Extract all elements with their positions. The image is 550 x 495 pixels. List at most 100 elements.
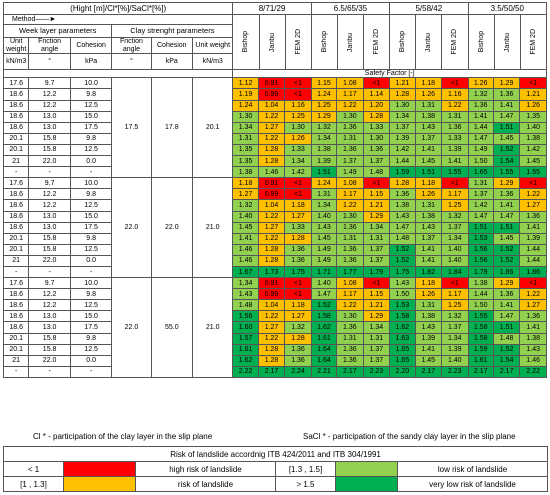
weak-unit-weight: 18.6 (2, 310, 30, 323)
safety-factor-cell: 1.43 (519, 343, 547, 356)
safety-factor-cell: 1.29 (362, 310, 391, 323)
safety-factor-cell: 1.39 (414, 332, 442, 345)
weak-friction: 13.0 (28, 221, 71, 234)
safety-factor-cell: 1.32 (441, 310, 469, 323)
safety-factor-cell: 1.17 (336, 288, 364, 301)
weak-unit-weight: 18.6 (2, 110, 30, 123)
safety-factor-cell: 1.36 (336, 221, 364, 234)
safety-factor-cell: 1.38 (519, 332, 547, 345)
sf-spacer (2, 69, 234, 79)
safety-factor-cell: <1 (519, 77, 547, 90)
config-header-4: 3.5/50/50 (467, 2, 547, 15)
col-unit-weight: Unit weight (2, 36, 30, 55)
config-header-2: 6.5/65/35 (310, 2, 391, 15)
safety-factor-cell: 1.60 (232, 321, 259, 334)
safety-factor-label: Safety Factor [-] (232, 69, 547, 79)
safety-factor-cell: <1 (519, 277, 547, 290)
weak-cohesion: 12.5 (69, 99, 113, 112)
table-row: 18.6 13.0 15.0 1.40 1.22 1.27 1.40 1.30 1.29 1.43… (2, 210, 547, 223)
safety-factor-cell: 1.40 (232, 210, 259, 223)
method-label-bishop: Bishop (242, 31, 250, 53)
safety-factor-cell: 1.57 (232, 332, 259, 345)
table-row: 21 22.0 0.0 1.62 1.28 1.36 1.64 1.36 1.37 1.65 1.4… (2, 354, 547, 367)
safety-factor-cell: 1.56 (467, 243, 494, 256)
safety-factor-cell: 1.48 (492, 332, 521, 345)
safety-factor-cell: 1.31 (441, 110, 469, 123)
safety-factor-cell: 1.15 (362, 188, 391, 201)
safety-factor-cell: 1.38 (414, 310, 442, 323)
safety-factor-cell: 1.30 (336, 310, 364, 323)
weak-cohesion: 0.0 (69, 354, 113, 367)
safety-factor-cell: 1.33 (284, 221, 312, 234)
safety-factor-cell: 1.29 (362, 210, 391, 223)
safety-factor-cell: 1.34 (310, 132, 338, 145)
safety-factor-cell: 1.34 (284, 155, 312, 168)
weak-friction: 15.8 (28, 243, 71, 256)
safety-factor-cell: 1.41 (414, 254, 442, 267)
safety-factor-cell: 1.25 (284, 110, 312, 123)
safety-factor-cell: 1.36 (336, 321, 364, 334)
safety-factor-cell: 1.67 (232, 265, 259, 279)
safety-factor-cell: 1.36 (284, 243, 312, 256)
safety-factor-cell: 1.61 (232, 343, 259, 356)
safety-factor-cell: 1.08 (336, 77, 364, 90)
safety-factor-cell: 2.17 (467, 365, 494, 378)
weak-cohesion: 10.0 (69, 277, 113, 290)
safety-factor-cell: 1.31 (232, 132, 259, 145)
safety-factor-cell: 1.51 (492, 321, 521, 334)
safety-factor-cell: 1.04 (257, 199, 286, 212)
safety-factor-cell: 1.47 (492, 310, 521, 323)
weak-unit-weight: - (2, 265, 30, 279)
safety-factor-cell: 1.52 (492, 243, 521, 256)
safety-factor-cell: 1.37 (414, 232, 442, 245)
safety-factor-cell: 1.41 (232, 232, 259, 245)
config-header-3: 5/58/42 (389, 2, 469, 15)
safety-factor-cell: 1.53 (389, 299, 416, 312)
safety-factor-cell: 1.27 (284, 210, 312, 223)
safety-factor-cell: 1.16 (441, 88, 469, 101)
safety-factor-cell: 1.15 (362, 288, 391, 301)
weak-unit-weight: 18.6 (2, 199, 30, 212)
safety-factor-cell: 1.40 (441, 354, 469, 367)
safety-factor-cell: 1.28 (257, 155, 286, 168)
legend-range: [1 , 1.3] (3, 476, 64, 492)
weak-cohesion: 9.8 (69, 288, 113, 301)
safety-factor-cell: 1.49 (310, 254, 338, 267)
safety-factor-cell: <1 (284, 177, 312, 190)
weak-unit-weight: 20.1 (2, 343, 30, 356)
safety-factor-cell: 1.22 (257, 110, 286, 123)
unit-degree-clay: ° (111, 53, 152, 71)
safety-factor-cell: 0.99 (257, 288, 286, 301)
safety-factor-cell: 1.31 (336, 232, 364, 245)
weak-cohesion: 12.5 (69, 243, 113, 256)
safety-factor-cell: 1.73 (257, 265, 286, 279)
safety-factor-cell: 1.18 (232, 177, 259, 190)
safety-factor-cell: 1.43 (389, 277, 416, 290)
weak-cohesion: - (69, 166, 113, 179)
safety-factor-cell: 1.37 (362, 343, 391, 356)
safety-factor-cell: 1.36 (467, 99, 494, 112)
safety-factor-cell: 1.36 (284, 254, 312, 267)
safety-factor-cell: 1.28 (257, 143, 286, 157)
table-row: 17.6 9.7 10.0 17.5 17.8 20.1 1.12 0.91 <1 1.15 1.0… (2, 77, 547, 179)
safety-factor-cell: 1.28 (389, 177, 416, 190)
safety-factor-cell: 1.51 (492, 221, 521, 234)
safety-factor-cell: 1.46 (519, 354, 547, 367)
safety-factor-cell: 1.53 (467, 232, 494, 245)
safety-factor-cell: 1.28 (257, 243, 286, 256)
safety-factor-cell: 1.28 (284, 232, 312, 245)
weak-friction: 12.2 (28, 88, 71, 101)
weak-friction: 13.0 (28, 121, 71, 134)
safety-factor-cell: 1.58 (467, 332, 494, 345)
weak-cohesion: 9.8 (69, 88, 113, 101)
safety-factor-cell: <1 (362, 277, 391, 290)
safety-factor-cell: 1.27 (257, 321, 286, 334)
legend-swatch-red (63, 461, 136, 477)
safety-factor-cell: 1.41 (492, 299, 521, 312)
table-row: 18.6 12.2 9.8 1.43 0.99 <1 1.47 1.17 1.15 1.50 1.2… (2, 288, 547, 301)
safety-factor-cell: 1.50 (467, 155, 494, 168)
safety-factor-cell: 1.30 (389, 99, 416, 112)
method-label-janbu: Janbu (425, 32, 433, 52)
safety-factor-cell: 1.36 (389, 188, 416, 201)
safety-factor-cell: 1.55 (441, 166, 469, 179)
